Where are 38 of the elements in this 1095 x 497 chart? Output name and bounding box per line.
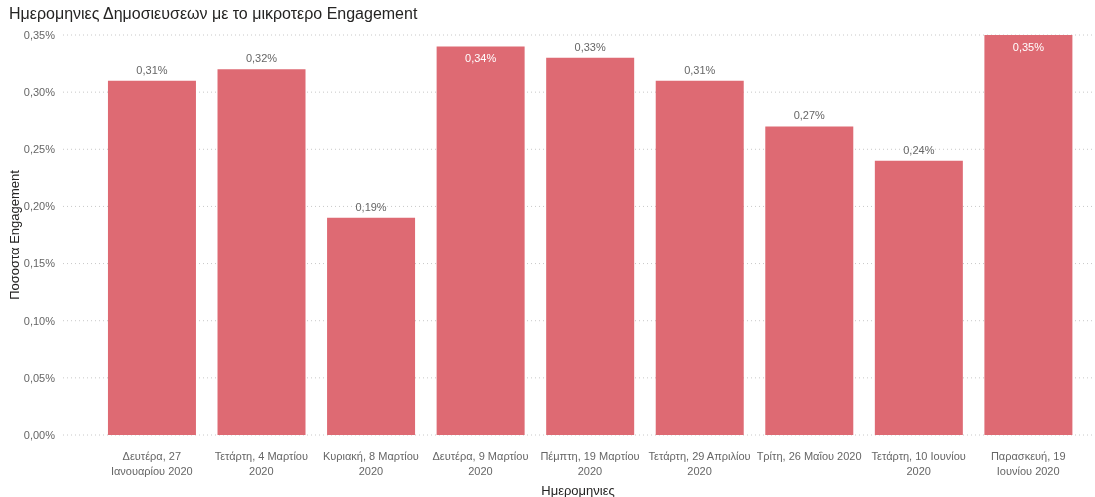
y-tick-label: 0,20% <box>23 200 56 213</box>
data-label: 0,19% <box>355 200 387 213</box>
x-tick-label: Κυριακή, 8 Μαρτίου 2020 <box>322 450 419 477</box>
y-tick-label: 0,15% <box>23 257 56 270</box>
bar <box>436 46 525 435</box>
bar <box>984 35 1073 435</box>
data-label: 0,35% <box>1012 41 1045 53</box>
data-label: 0,31% <box>136 63 168 76</box>
bar <box>874 160 963 435</box>
x-tick-label: Δευτέρα, 27 Ιανουαρίου 2020 <box>110 450 193 477</box>
data-label: 0,27% <box>793 109 826 122</box>
chart-title: Ημερομηνιες Δημοσιευσεων με το μικροτερο Engagement <box>9 5 418 23</box>
y-tick-label: 0,35% <box>23 28 56 41</box>
x-tick-label: Δευτέρα, 9 Μαρτίου 2020 <box>432 450 529 477</box>
y-axis-title: Ποσοστα Engagement <box>6 169 22 300</box>
bar <box>107 80 196 435</box>
bar <box>327 217 416 435</box>
x-tick-label: Τετάρτη, 4 Μαρτίου 2020 <box>214 450 309 477</box>
data-label: 0,34% <box>465 52 497 65</box>
y-tick-label: 0,30% <box>23 86 56 99</box>
y-tick-label: 0,10% <box>23 314 56 327</box>
bar <box>546 57 635 435</box>
data-label: 0,32% <box>245 52 278 65</box>
data-label: 0,33% <box>574 40 606 53</box>
bar <box>655 80 744 435</box>
x-tick-label: Τρίτη, 26 Μαΐου 2020 <box>756 450 862 462</box>
x-tick-label: Πέμπτη, 19 Μαρτίου 2020 <box>540 450 640 477</box>
x-axis-title: Ημερομηνιες <box>541 483 615 497</box>
data-label: 0,24% <box>903 143 935 156</box>
x-tick-label: Τετάρτη, 10 Ιουνίου 2020 <box>871 450 966 477</box>
data-label: 0,31% <box>684 63 716 76</box>
x-tick-label: Τετάρτη, 29 Απριλίου 2020 <box>648 450 751 477</box>
y-tick-label: 0,05% <box>23 371 56 384</box>
x-tick-label: Παρασκευή, 19 Ιουνίου 2020 <box>990 450 1066 477</box>
y-tick-label: 0,00% <box>23 428 56 441</box>
bar <box>217 69 306 435</box>
y-tick-label: 0,25% <box>23 143 56 156</box>
bar <box>765 126 854 435</box>
